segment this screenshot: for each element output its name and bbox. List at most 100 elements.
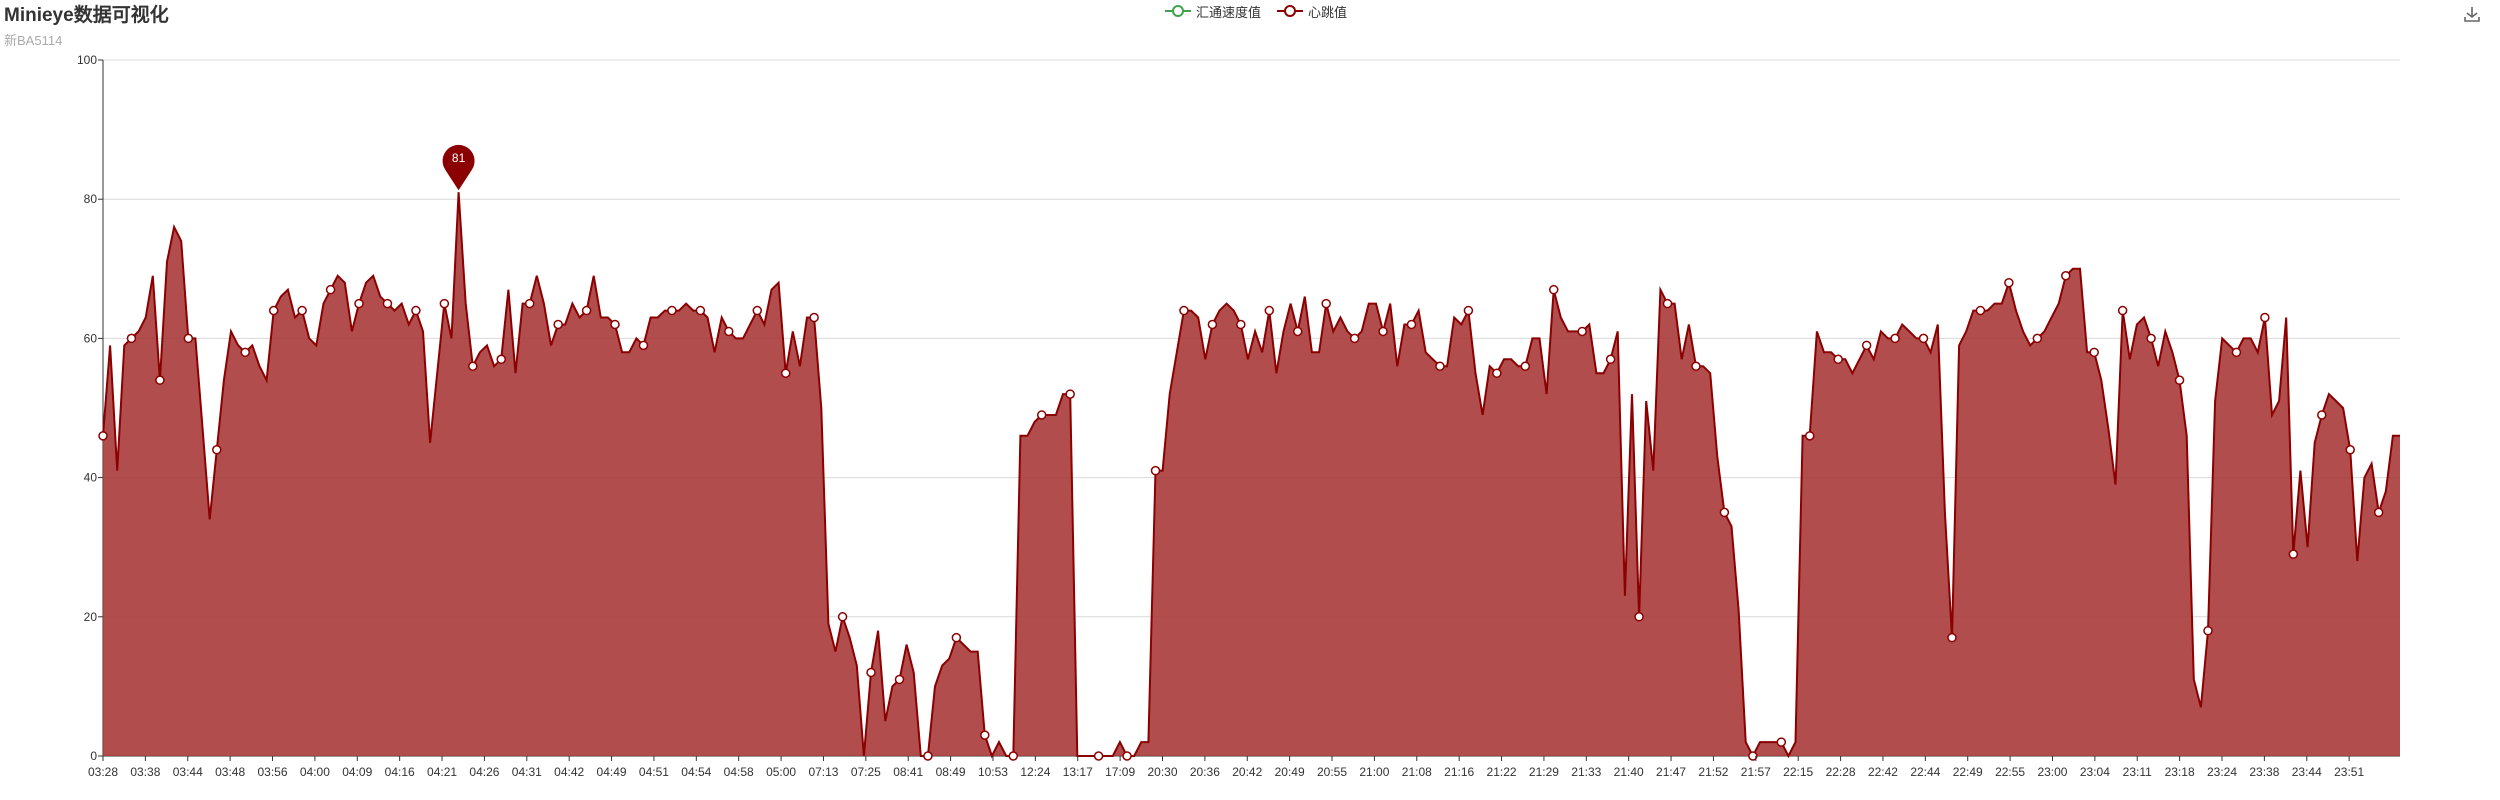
x-tick-label: 13:17 — [1063, 765, 1093, 779]
y-tick-label: 20 — [84, 610, 98, 624]
x-tick-label: 03:28 — [88, 765, 118, 779]
data-point — [1179, 305, 1189, 316]
x-tick-label: 20:42 — [1232, 765, 1262, 779]
data-point — [2260, 312, 2270, 323]
data-point — [1776, 737, 1787, 747]
x-tick-label: 23:24 — [2207, 765, 2237, 779]
data-point — [2004, 277, 2014, 288]
data-point — [240, 347, 250, 358]
x-tick-label: 23:51 — [2334, 765, 2364, 779]
data-point — [2345, 445, 2355, 455]
data-point — [780, 368, 791, 378]
max-marker-label: 81 — [452, 151, 466, 165]
data-point — [1150, 465, 1161, 476]
data-point — [980, 730, 990, 740]
x-tick-label: 22:28 — [1826, 765, 1856, 779]
data-point — [496, 354, 506, 365]
data-point — [524, 298, 535, 309]
data-point — [2203, 625, 2213, 636]
data-point — [1321, 298, 1331, 309]
data-point — [2061, 271, 2071, 281]
legend-item-speed[interactable]: 汇通速度值 — [1165, 2, 1261, 21]
x-tick-label: 10:53 — [978, 765, 1008, 779]
data-point — [951, 632, 962, 643]
data-point — [1435, 361, 1445, 371]
x-tick-label: 04:21 — [427, 765, 457, 779]
data-point — [724, 326, 734, 337]
data-point — [837, 612, 848, 622]
legend-label-speed: 汇通速度值 — [1196, 4, 1262, 20]
data-point — [2146, 333, 2156, 344]
data-point — [212, 445, 222, 455]
data-point — [1463, 305, 1474, 316]
x-tick-label: 22:15 — [1783, 765, 1813, 779]
data-point — [183, 333, 194, 344]
x-tick-label: 04:58 — [724, 765, 754, 779]
series-line-heartbeat — [102, 192, 2400, 759]
x-tick-label: 20:49 — [1275, 765, 1305, 779]
download-icon[interactable] — [2462, 4, 2482, 24]
data-point — [1861, 340, 1872, 351]
x-tick-label: 04:49 — [597, 765, 627, 779]
data-point — [1662, 298, 1673, 309]
data-point — [2089, 347, 2099, 358]
x-tick-label: 21:33 — [1571, 765, 1601, 779]
max-marker-pin — [442, 144, 475, 191]
y-tick-label: 60 — [84, 331, 98, 345]
data-point — [1918, 333, 1929, 344]
x-tick-label: 22:42 — [1868, 765, 1898, 779]
x-tick-label: 05:00 — [766, 765, 796, 779]
data-point — [98, 431, 108, 441]
x-tick-label: 21:52 — [1698, 765, 1728, 779]
data-point — [2032, 333, 2043, 344]
data-point — [1577, 326, 1587, 337]
data-point — [1292, 326, 1303, 337]
x-tick-label: 21:22 — [1487, 765, 1517, 779]
data-point — [1890, 333, 1900, 344]
data-point — [1719, 507, 1730, 518]
legend-item-heartbeat[interactable]: 心跳值 — [1277, 2, 1347, 21]
x-tick-label: 04:42 — [554, 765, 584, 779]
x-tick-label: 20:55 — [1317, 765, 1347, 779]
x-tick-label: 07:25 — [851, 765, 881, 779]
x-tick-label: 23:38 — [2249, 765, 2279, 779]
x-tick-label: 12:24 — [1020, 765, 1050, 779]
data-point — [2373, 507, 2384, 518]
data-point — [2288, 549, 2299, 559]
x-tick-label: 22:49 — [1953, 765, 1983, 779]
x-tick-label: 23:44 — [2292, 765, 2322, 779]
data-point — [1349, 333, 1360, 344]
y-tick-label: 80 — [84, 192, 98, 206]
legend: 汇通速度值 心跳值 — [1165, 0, 1347, 22]
x-tick-label: 03:44 — [173, 765, 203, 779]
x-tick-label: 22:44 — [1910, 765, 1940, 779]
data-point — [468, 361, 478, 371]
data-point — [1008, 751, 1019, 761]
data-point — [553, 319, 563, 330]
x-tick-label: 04:16 — [385, 765, 415, 779]
y-tick-label: 100 — [77, 53, 97, 67]
x-tick-label: 03:48 — [215, 765, 245, 779]
x-tick-label: 22:55 — [1995, 765, 2025, 779]
x-tick-label: 23:00 — [2037, 765, 2067, 779]
data-point — [1264, 305, 1275, 316]
data-point — [1833, 354, 1843, 365]
data-point — [581, 305, 592, 316]
data-point — [809, 312, 819, 323]
x-tick-label: 23:04 — [2080, 765, 2110, 779]
data-point — [126, 333, 137, 344]
data-point — [866, 667, 876, 678]
data-point — [610, 319, 620, 330]
data-point — [439, 298, 450, 309]
data-point — [1748, 751, 1758, 761]
data-point — [894, 674, 905, 685]
data-point — [411, 305, 421, 316]
x-tick-label: 23:18 — [2165, 765, 2195, 779]
data-point — [1236, 319, 1246, 330]
x-tick-label: 08:41 — [893, 765, 923, 779]
x-tick-label: 04:26 — [469, 765, 499, 779]
data-point — [2231, 347, 2242, 358]
chart-title: Minieye数据可视化 — [4, 5, 169, 26]
data-point — [1605, 354, 1616, 365]
